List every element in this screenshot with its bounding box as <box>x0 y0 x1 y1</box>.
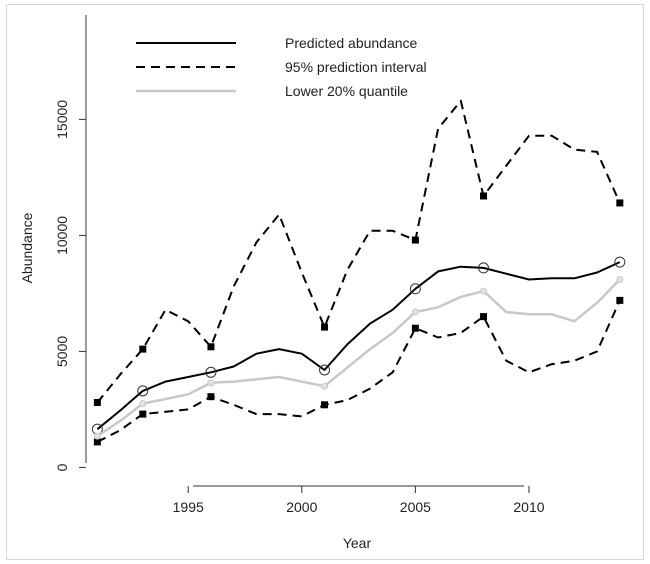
interval-marker <box>411 324 419 332</box>
predicted-marker <box>319 364 331 376</box>
interval-marker <box>139 345 147 353</box>
y-tick-label: 5000 <box>54 336 70 367</box>
quantile-marker <box>139 400 147 408</box>
y-tick-label: 0 <box>54 463 70 471</box>
interval-marker <box>480 192 488 200</box>
quantile-marker <box>321 382 329 390</box>
quantile-marker <box>616 276 624 284</box>
quantile-marker <box>411 308 419 316</box>
interval-marker <box>321 323 329 331</box>
predicted-marker <box>137 385 149 397</box>
series-line-2 <box>96 299 621 443</box>
quantile-marker <box>207 379 215 387</box>
predicted-marker <box>409 283 421 295</box>
series-line-3 <box>96 278 621 438</box>
interval-marker <box>616 199 624 207</box>
x-tick-label: 2010 <box>513 499 544 515</box>
interval-marker <box>411 236 419 244</box>
legend-label-quantile: Lower 20% quantile <box>285 83 408 99</box>
predicted-marker <box>478 262 490 274</box>
axes: 0 5000 10000 15000 1995 2000 2005 2010 Year Ab… <box>19 15 545 551</box>
interval-marker <box>480 313 488 321</box>
x-axis-label: Year <box>343 535 372 551</box>
quantile-marker <box>480 287 488 295</box>
x-tick-label: 2000 <box>286 499 317 515</box>
legend-label-predicted: Predicted abundance <box>285 35 418 51</box>
y-tick-label: 15000 <box>54 100 70 139</box>
interval-marker <box>207 343 215 351</box>
series-line-0 <box>96 261 621 430</box>
x-tick-label: 2005 <box>400 499 431 515</box>
figure-frame <box>6 4 644 560</box>
x-tick-label: 1995 <box>173 499 204 515</box>
quantile-marker <box>93 432 101 440</box>
interval-marker <box>93 438 101 446</box>
interval-marker <box>321 401 329 409</box>
y-ticks: 0 5000 10000 15000 <box>54 100 86 471</box>
interval-marker <box>139 410 147 418</box>
series-layer <box>91 99 626 446</box>
interval-marker <box>616 296 624 304</box>
y-axis-label: Abundance <box>19 212 35 283</box>
interval-marker <box>207 393 215 401</box>
series-line-1 <box>96 99 621 404</box>
legend: Predicted abundance 95% prediction inter… <box>136 35 427 99</box>
predicted-marker <box>614 256 626 268</box>
y-tick-label: 10000 <box>54 216 70 255</box>
predicted-marker <box>205 366 217 378</box>
legend-label-interval: 95% prediction interval <box>285 59 427 75</box>
x-ticks: 1995 2000 2005 2010 <box>173 486 545 515</box>
interval-marker <box>93 398 101 406</box>
